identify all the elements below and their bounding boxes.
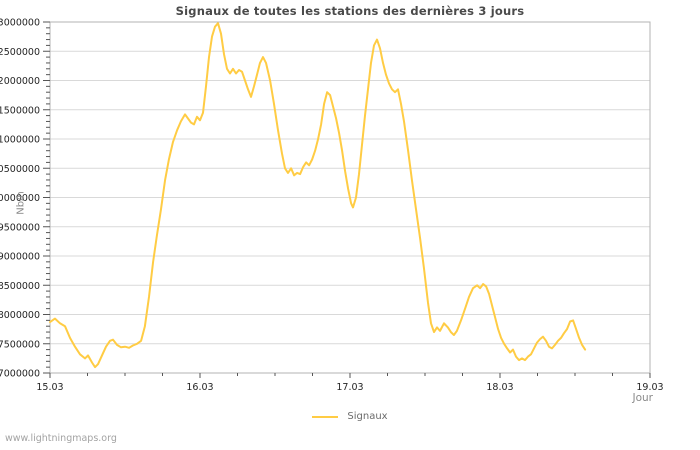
y-tick-labels: 7000000 7500000 8000000 8500000 9000000 95000…	[0, 18, 40, 380]
legend-label: Signaux	[347, 411, 388, 422]
svg-text:7500000: 7500000	[0, 339, 40, 350]
svg-text:18.03: 18.03	[486, 382, 513, 393]
svg-text:13000000: 13000000	[0, 18, 40, 29]
x-tick-labels: 15.03 16.03 17.03 18.03 19.03	[36, 382, 663, 393]
series-line-signaux	[49, 22, 587, 369]
legend-line-swatch	[312, 415, 339, 418]
svg-text:8000000: 8000000	[0, 310, 40, 321]
svg-text:9000000: 9000000	[0, 252, 40, 263]
svg-text:7000000: 7000000	[0, 369, 40, 380]
watermark: www.lightningmaps.org	[5, 433, 117, 444]
svg-text:19.03: 19.03	[636, 382, 663, 393]
svg-text:12500000: 12500000	[0, 47, 40, 58]
y-axis-label: Nb/h	[15, 191, 27, 215]
svg-text:10500000: 10500000	[0, 164, 40, 175]
axis-ticks	[43, 21, 651, 378]
svg-text:17.03: 17.03	[336, 382, 363, 393]
x-axis-label: Jour	[632, 392, 654, 404]
chart-title: Signaux de toutes les stations des derni…	[175, 4, 525, 18]
svg-text:16.03: 16.03	[186, 382, 213, 393]
gridlines	[50, 50, 650, 345]
svg-text:9500000: 9500000	[0, 222, 40, 233]
svg-text:15.03: 15.03	[36, 382, 63, 393]
svg-text:8500000: 8500000	[0, 281, 40, 292]
legend: Signaux	[0, 411, 700, 422]
svg-text:11500000: 11500000	[0, 105, 40, 116]
svg-text:10000000: 10000000	[0, 193, 40, 204]
svg-text:11000000: 11000000	[0, 135, 40, 146]
svg-text:12000000: 12000000	[0, 76, 40, 87]
